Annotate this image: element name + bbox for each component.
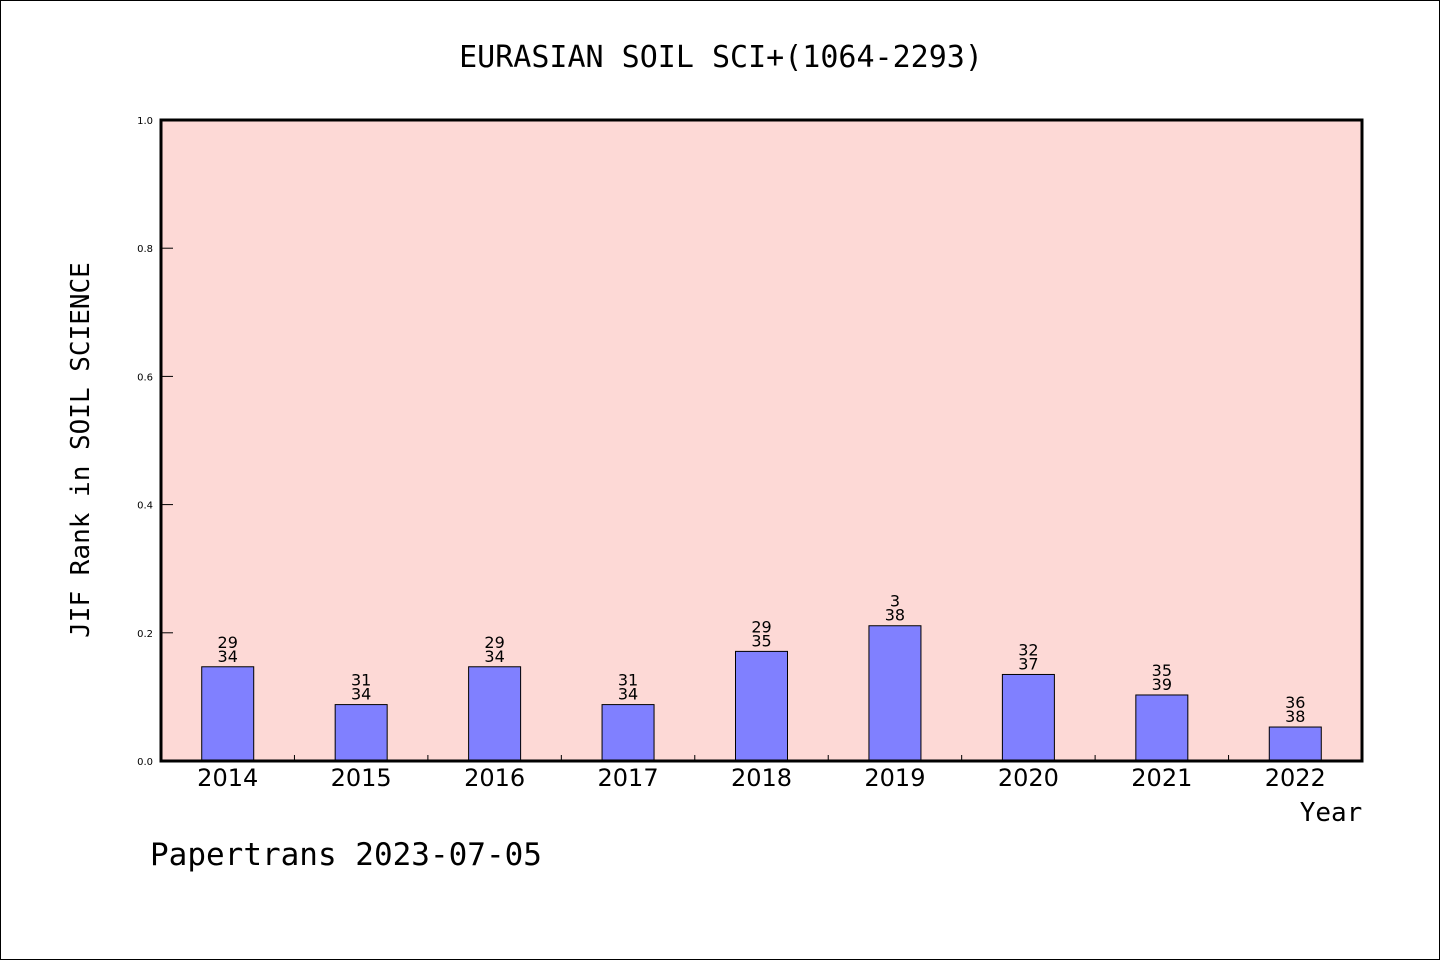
- y-tick-label: 0.8: [137, 244, 153, 255]
- x-tick-label-2017: 2017: [598, 764, 659, 792]
- bar-label-total-2017: 34: [618, 685, 638, 704]
- y-tick-label: 0.0: [137, 757, 153, 768]
- x-tick-label-2019: 2019: [864, 764, 925, 792]
- bar-2016: [468, 666, 522, 762]
- bar-label-total-2019: 38: [885, 606, 905, 625]
- bar-label-total-2014: 34: [218, 647, 238, 666]
- bar-label-rank-2018: 29: [751, 617, 771, 636]
- bar-label-rank-2020: 32: [1018, 640, 1038, 659]
- bar-label-rank-2015: 31: [351, 671, 371, 690]
- bar-2022: [1268, 726, 1322, 762]
- y-tick-label: 1.0: [137, 116, 153, 127]
- plot-border: [159, 118, 1364, 763]
- y-axis-label: JIF Rank in SOIL SCIENCE: [66, 262, 96, 638]
- bar-label-total-2020: 37: [1018, 654, 1038, 673]
- bar-label-total-2015: 34: [351, 685, 371, 704]
- bar-label-total-2021: 39: [1152, 675, 1172, 694]
- bar-2018: [735, 650, 788, 762]
- bar-label-total-2022: 38: [1285, 707, 1305, 726]
- x-tick-label-2015: 2015: [331, 764, 392, 792]
- x-tick-label-2021: 2021: [1131, 764, 1192, 792]
- bar-label-rank-2021: 35: [1152, 661, 1172, 680]
- x-tick-label-2016: 2016: [464, 764, 525, 792]
- x-tick-label-2014: 2014: [197, 764, 258, 792]
- footer-text: Papertrans 2023-07-05: [150, 837, 542, 873]
- chart-title: EURASIAN SOIL SCI+(1064-2293): [459, 40, 983, 75]
- y-tick-label: 0.6: [137, 372, 153, 383]
- bar-label-rank-2022: 36: [1285, 693, 1305, 712]
- bar-label-rank-2019: 3: [890, 592, 900, 611]
- x-tick-label-2022: 2022: [1265, 764, 1326, 792]
- bar-2019: [868, 625, 922, 762]
- bars-group: [201, 625, 1322, 762]
- bar-label-total-2018: 35: [751, 631, 771, 650]
- bar-2021: [1135, 694, 1189, 762]
- y-tick-label: 0.4: [137, 501, 153, 512]
- y-tick-label: 0.2: [137, 629, 153, 640]
- bar-label-rank-2017: 31: [618, 671, 638, 690]
- x-axis-label: Year: [1300, 798, 1363, 828]
- bar-label-total-2016: 34: [484, 647, 504, 666]
- bar-2017: [601, 704, 655, 762]
- bar-label-rank-2014: 29: [218, 633, 238, 652]
- bar-2020: [1001, 673, 1055, 762]
- ticks-group: 0.0 0.2 0.4 0.6 0.8 1.0 2014 2015 2016 2017 2018 20…: [137, 116, 1326, 792]
- bar-label-rank-2016: 29: [484, 633, 504, 652]
- bar-2015: [334, 704, 388, 762]
- bar-2014: [201, 666, 255, 762]
- x-tick-label-2018: 2018: [731, 764, 792, 792]
- x-tick-label-2020: 2020: [998, 764, 1059, 792]
